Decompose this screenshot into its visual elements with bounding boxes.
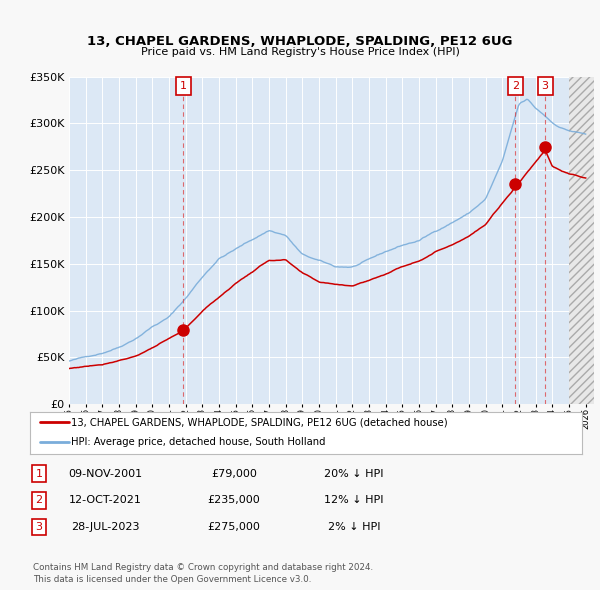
Text: 2% ↓ HPI: 2% ↓ HPI <box>328 522 380 532</box>
Text: 09-NOV-2001: 09-NOV-2001 <box>68 469 142 478</box>
Text: £79,000: £79,000 <box>211 469 257 478</box>
Text: 12-OCT-2021: 12-OCT-2021 <box>68 496 142 505</box>
Text: 13, CHAPEL GARDENS, WHAPLODE, SPALDING, PE12 6UG: 13, CHAPEL GARDENS, WHAPLODE, SPALDING, … <box>87 35 513 48</box>
Text: 2: 2 <box>512 81 519 91</box>
Text: 13, CHAPEL GARDENS, WHAPLODE, SPALDING, PE12 6UG (detached house): 13, CHAPEL GARDENS, WHAPLODE, SPALDING, … <box>71 418 448 427</box>
Text: 3: 3 <box>542 81 548 91</box>
Text: £275,000: £275,000 <box>208 522 260 532</box>
Text: 20% ↓ HPI: 20% ↓ HPI <box>324 469 384 478</box>
Text: 28-JUL-2023: 28-JUL-2023 <box>71 522 139 532</box>
Text: 2: 2 <box>35 496 43 505</box>
Text: £235,000: £235,000 <box>208 496 260 505</box>
Text: Price paid vs. HM Land Registry's House Price Index (HPI): Price paid vs. HM Land Registry's House … <box>140 47 460 57</box>
Text: 3: 3 <box>35 522 43 532</box>
Text: HPI: Average price, detached house, South Holland: HPI: Average price, detached house, Sout… <box>71 437 326 447</box>
Text: 1: 1 <box>35 469 43 478</box>
Polygon shape <box>569 77 594 404</box>
Text: Contains HM Land Registry data © Crown copyright and database right 2024.
This d: Contains HM Land Registry data © Crown c… <box>33 563 373 584</box>
Text: 12% ↓ HPI: 12% ↓ HPI <box>324 496 384 505</box>
Text: 1: 1 <box>180 81 187 91</box>
